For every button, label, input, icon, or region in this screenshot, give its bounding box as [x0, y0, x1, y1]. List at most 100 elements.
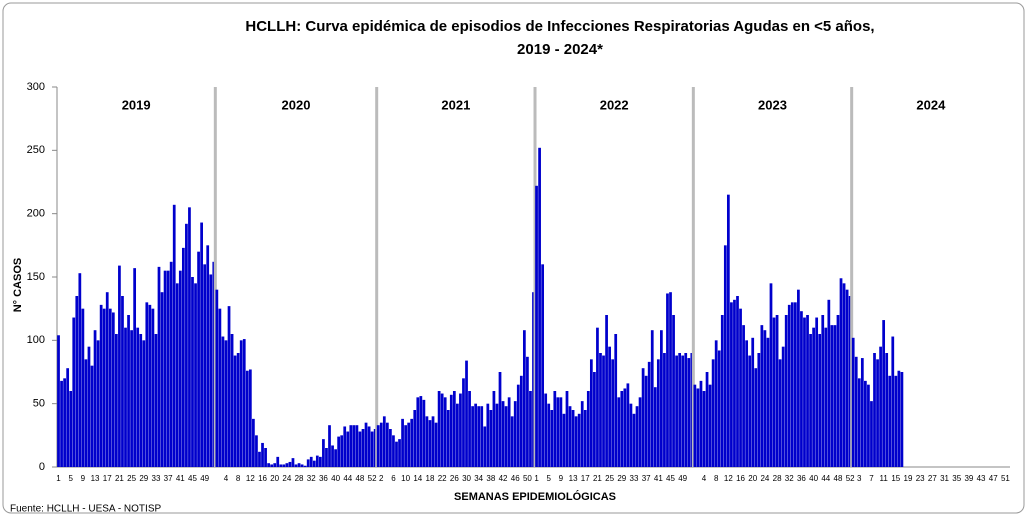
x-tick-label: 25	[605, 474, 614, 483]
bar	[638, 397, 642, 467]
bar	[586, 391, 590, 467]
x-tick-label: 44	[343, 474, 352, 483]
bar	[194, 283, 197, 467]
bar	[580, 401, 584, 467]
bar	[669, 292, 672, 467]
x-tick-label: 40	[331, 474, 340, 483]
bar	[157, 266, 161, 467]
bar	[544, 393, 548, 467]
x-tick-label: 21	[115, 474, 124, 483]
bar	[142, 340, 146, 467]
bar	[434, 422, 438, 467]
x-tick-label: 13	[569, 474, 578, 483]
bar	[663, 353, 666, 467]
bar	[440, 393, 444, 467]
bar	[772, 317, 776, 467]
x-tick-label: 39	[964, 474, 973, 483]
bar	[224, 340, 228, 467]
chart-subtitle: 2019 - 2024*	[517, 41, 603, 58]
bar	[763, 330, 767, 467]
bar	[148, 304, 152, 467]
bar	[757, 353, 761, 467]
bar	[108, 308, 112, 467]
bar	[562, 413, 566, 467]
bar	[797, 289, 800, 467]
bar	[407, 422, 411, 467]
bar	[623, 388, 627, 467]
bar	[212, 261, 216, 467]
x-tick-label: 20	[748, 474, 757, 483]
bar	[720, 315, 724, 467]
bar	[242, 339, 246, 467]
bar	[800, 311, 803, 467]
bar	[730, 302, 733, 467]
bar	[550, 410, 554, 467]
bar	[547, 403, 551, 467]
bar	[185, 223, 188, 467]
bar	[879, 346, 882, 467]
x-tick-label: 21	[593, 474, 602, 483]
x-tick-label: 49	[200, 474, 209, 483]
bar	[620, 391, 624, 467]
x-tick-label: 19	[904, 474, 913, 483]
bar	[84, 359, 88, 467]
bar	[462, 378, 465, 467]
bar	[468, 391, 471, 467]
bar	[221, 336, 225, 467]
bar	[888, 375, 892, 467]
x-tick-label: 14	[413, 474, 422, 483]
x-tick-label: 15	[891, 474, 900, 483]
bar	[894, 375, 898, 467]
bar	[66, 368, 70, 467]
bar	[629, 403, 633, 467]
x-tick-label: 41	[654, 474, 663, 483]
bar	[656, 359, 660, 467]
bar	[294, 464, 298, 467]
y-tick-label: 100	[27, 334, 45, 346]
bar	[181, 247, 185, 467]
bar	[273, 463, 277, 467]
x-tick-label: 42	[499, 474, 508, 483]
bar	[538, 147, 541, 468]
bar	[781, 346, 785, 467]
bar	[726, 194, 730, 467]
bar	[760, 325, 764, 467]
bar	[392, 435, 395, 467]
bar	[459, 393, 462, 467]
bar	[291, 458, 295, 467]
bar	[711, 359, 715, 467]
bar	[376, 425, 380, 467]
bar	[714, 340, 718, 467]
bar	[702, 391, 706, 467]
bar	[477, 406, 481, 467]
bar	[261, 442, 264, 467]
x-tick-label: 23	[916, 474, 925, 483]
bar	[617, 397, 621, 467]
bar	[827, 299, 831, 467]
x-tick-label: 8	[714, 474, 719, 483]
bar	[118, 265, 121, 467]
bar	[279, 464, 283, 467]
bar	[870, 401, 873, 467]
bar	[306, 459, 310, 467]
bar	[486, 403, 490, 467]
bar	[790, 302, 794, 467]
x-tick-label: 16	[736, 474, 745, 483]
x-tick-label: 7	[869, 474, 874, 483]
bar	[815, 317, 819, 467]
bar	[121, 296, 124, 467]
bar	[57, 335, 60, 467]
bar	[69, 391, 73, 467]
bar	[705, 372, 709, 467]
x-tick-label: 32	[307, 474, 316, 483]
bar	[839, 278, 843, 467]
bar	[775, 315, 779, 467]
x-tick-label: 4	[702, 474, 707, 483]
bar	[660, 330, 663, 467]
bar	[556, 397, 560, 467]
bar	[483, 426, 487, 467]
bar	[188, 207, 191, 468]
x-tick-label: 11	[879, 474, 888, 483]
x-tick-label: 37	[164, 474, 173, 483]
bar	[553, 391, 557, 467]
